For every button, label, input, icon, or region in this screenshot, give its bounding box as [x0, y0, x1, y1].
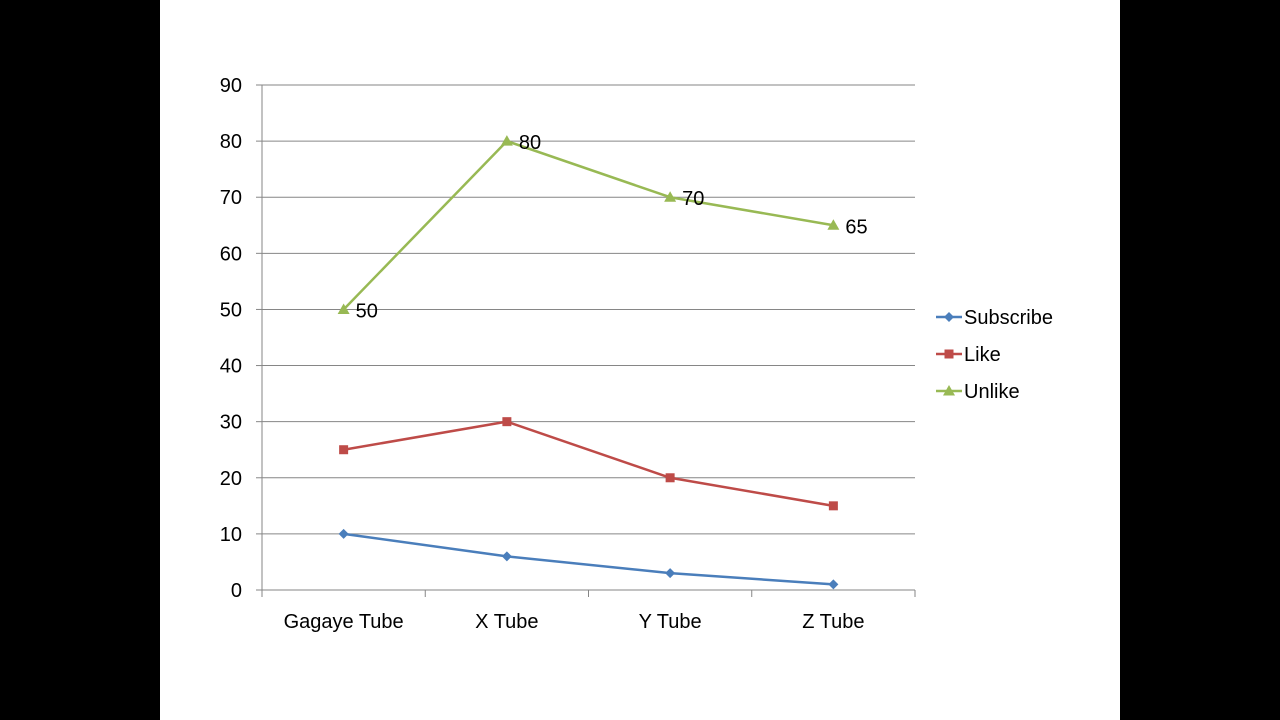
- legend-label-unlike: Unlike: [964, 381, 1020, 403]
- x-tick-label-y-tube: Y Tube: [639, 611, 702, 633]
- data-point-like: [502, 417, 512, 427]
- gridlines: [262, 84, 915, 535]
- y-tick-label: 20: [220, 468, 242, 490]
- x-tick-label-x-tube: X Tube: [475, 611, 538, 633]
- series-group: 50 80 70 65: [337, 132, 868, 590]
- legend-item-unlike: Unlike: [936, 381, 1020, 403]
- y-tick-label: 60: [220, 243, 242, 265]
- slide: 0 10 20 30 40 50 60 70 80 90 Gagaye Tube X Tube Y T…: [160, 0, 1120, 720]
- data-point-unlike: [337, 303, 350, 314]
- data-point-unlike: [500, 135, 513, 146]
- y-axis-ticks: 0 10 20 30 40 50 60 70 80 90: [220, 75, 262, 602]
- y-tick-label: 30: [220, 412, 242, 434]
- data-point-unlike: [827, 219, 840, 230]
- x-tick-label-z-tube: Z Tube: [802, 611, 864, 633]
- x-tick-label-gagaye-tube: Gagaye Tube: [284, 611, 404, 633]
- data-point-subscribe: [338, 528, 349, 539]
- legend-marker-unlike: [943, 385, 955, 396]
- legend-marker-like: [944, 349, 954, 359]
- legend-item-like: Like: [936, 344, 1001, 366]
- data-label-unlike: 65: [845, 216, 867, 238]
- y-tick-label: 0: [231, 580, 242, 602]
- data-label-unlike: 80: [519, 132, 541, 154]
- axes: [261, 85, 915, 591]
- data-label-unlike: 70: [682, 188, 704, 210]
- legend-item-subscribe: Subscribe: [936, 307, 1053, 329]
- legend: Subscribe Like Unlike: [936, 307, 1053, 403]
- y-tick-label: 10: [220, 524, 242, 546]
- y-tick-label: 50: [220, 299, 242, 321]
- series-like: [339, 417, 838, 511]
- y-tick-label: 70: [220, 187, 242, 209]
- legend-label-subscribe: Subscribe: [964, 307, 1053, 329]
- legend-label-like: Like: [964, 344, 1001, 366]
- data-point-subscribe: [665, 568, 676, 579]
- y-tick-label: 90: [220, 75, 242, 97]
- data-point-like: [339, 445, 349, 455]
- series-line-like: [343, 420, 834, 508]
- data-point-like: [665, 473, 675, 483]
- x-axis-ticks: Gagaye Tube X Tube Y Tube Z Tube: [261, 590, 916, 633]
- data-point-subscribe: [501, 551, 512, 562]
- y-tick-label: 40: [220, 356, 242, 378]
- data-point-unlike: [664, 191, 677, 202]
- series-line-unlike: [342, 139, 834, 311]
- y-tick-label: 80: [220, 131, 242, 153]
- data-label-unlike: 50: [356, 300, 378, 322]
- series-unlike: 50 80 70 65: [337, 132, 868, 322]
- line-chart: 0 10 20 30 40 50 60 70 80 90 Gagaye Tube X Tube Y T…: [220, 75, 1053, 633]
- series-line-subscribe: [343, 532, 834, 586]
- data-point-subscribe: [828, 579, 839, 590]
- data-point-like: [828, 501, 838, 511]
- legend-marker-subscribe: [944, 312, 954, 322]
- series-subscribe: [338, 528, 839, 590]
